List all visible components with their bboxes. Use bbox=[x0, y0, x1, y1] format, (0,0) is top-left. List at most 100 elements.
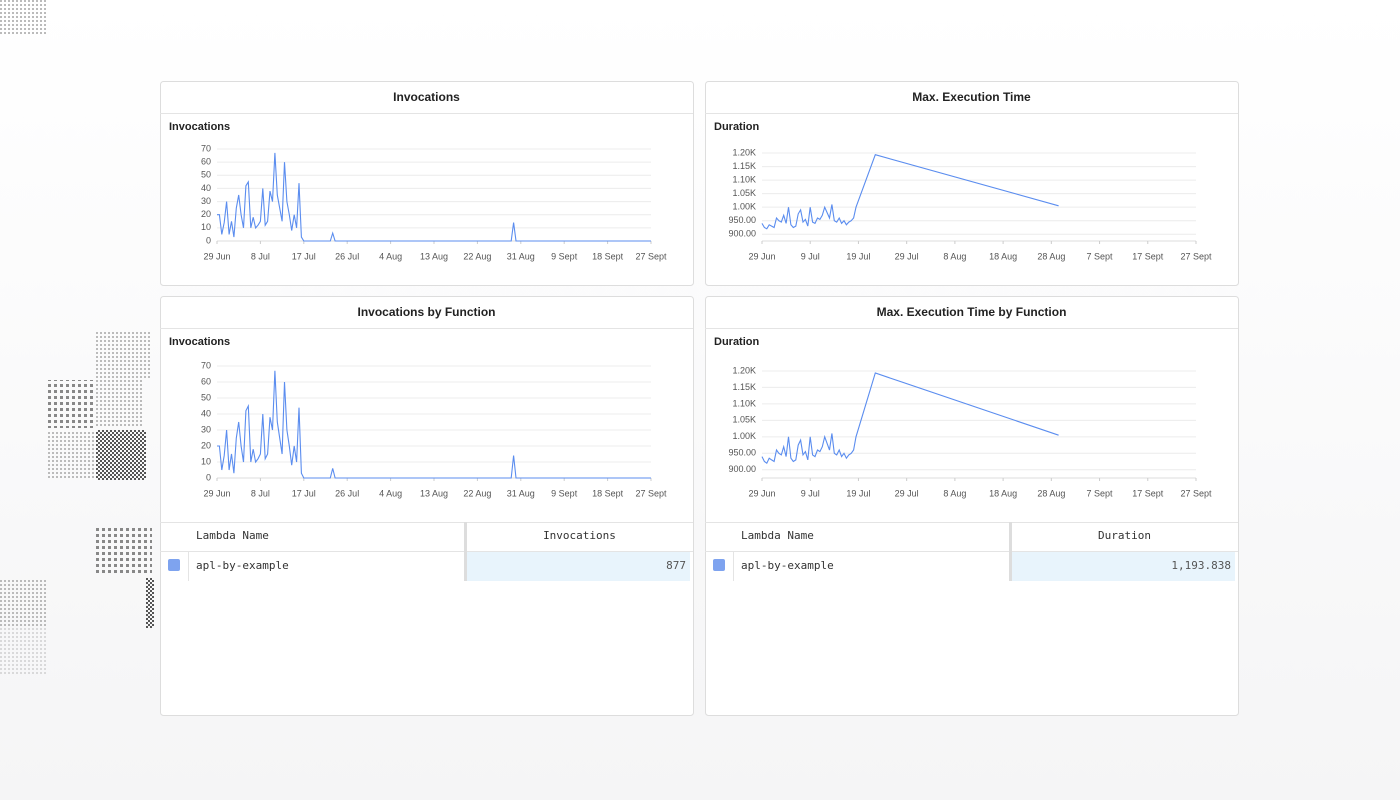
x-tick-label: 28 Aug bbox=[1037, 488, 1065, 498]
value-cell-bg bbox=[467, 552, 690, 581]
series-swatch bbox=[168, 559, 180, 571]
panel: Max. Execution Time by Function Duration 9… bbox=[705, 296, 1239, 716]
column-header: Lambda Name bbox=[196, 529, 269, 542]
series-swatch bbox=[713, 559, 725, 571]
x-tick-label: 4 Aug bbox=[379, 488, 402, 498]
x-tick-label: 8 Jul bbox=[251, 488, 270, 498]
y-tick-label: 50 bbox=[201, 392, 211, 402]
x-tick-label: 19 Jul bbox=[846, 488, 870, 498]
x-tick-label: 26 Jul bbox=[335, 488, 359, 498]
x-tick-label: 9 Sept bbox=[551, 488, 578, 498]
y-tick-label: 1.05K bbox=[732, 415, 756, 425]
x-tick-label: 27 Sept bbox=[635, 251, 667, 261]
x-tick-label: 4 Aug bbox=[379, 251, 402, 261]
y-tick-label: 1.15K bbox=[732, 161, 756, 171]
column-header: Invocations bbox=[543, 529, 616, 542]
x-tick-label: 17 Jul bbox=[292, 488, 316, 498]
x-tick-label: 8 Jul bbox=[251, 251, 270, 261]
x-tick-label: 27 Sept bbox=[1180, 251, 1212, 261]
x-tick-label: 7 Sept bbox=[1087, 251, 1114, 261]
column-resizer bbox=[1009, 522, 1012, 581]
column-header: Lambda Name bbox=[741, 529, 814, 542]
line-series bbox=[217, 152, 651, 242]
x-tick-label: 8 Aug bbox=[943, 488, 966, 498]
x-tick-label: 9 Jul bbox=[801, 488, 820, 498]
panel-title: Invocations by Function bbox=[357, 305, 495, 319]
x-tick-label: 29 Jun bbox=[748, 251, 775, 261]
y-axis-label: Invocations bbox=[169, 336, 230, 348]
y-axis-label: Duration bbox=[714, 121, 760, 133]
y-tick-label: 1.20K bbox=[732, 147, 756, 157]
y-tick-label: 40 bbox=[201, 183, 211, 193]
y-tick-label: 10 bbox=[201, 456, 211, 466]
x-tick-label: 22 Aug bbox=[463, 251, 491, 261]
x-tick-label: 9 Sept bbox=[551, 251, 578, 261]
x-tick-label: 29 Jun bbox=[748, 488, 775, 498]
y-tick-label: 950.00 bbox=[728, 448, 756, 458]
x-tick-label: 26 Jul bbox=[335, 251, 359, 261]
x-tick-label: 18 Aug bbox=[989, 251, 1017, 261]
panel-frame bbox=[160, 296, 694, 716]
x-tick-label: 13 Aug bbox=[420, 251, 448, 261]
y-tick-label: 0 bbox=[206, 235, 211, 245]
x-tick-label: 18 Sept bbox=[592, 488, 624, 498]
y-tick-label: 60 bbox=[201, 157, 211, 167]
x-tick-label: 27 Sept bbox=[1180, 488, 1212, 498]
y-tick-label: 0 bbox=[206, 472, 211, 482]
panel-frame bbox=[705, 296, 1239, 716]
y-tick-label: 1.15K bbox=[732, 382, 756, 392]
y-tick-label: 30 bbox=[201, 424, 211, 434]
table-cell: apl-by-example bbox=[741, 559, 834, 572]
y-axis-label: Duration bbox=[714, 336, 760, 348]
x-tick-label: 17 Sept bbox=[1132, 488, 1164, 498]
panel: Max. Execution Time Duration 900.00 950.00 1… bbox=[705, 81, 1239, 286]
panel: Invocations Invocations 0 10 20 30 40 50 60 70 29 … bbox=[160, 81, 694, 286]
y-tick-label: 950.00 bbox=[728, 215, 756, 225]
x-tick-label: 22 Aug bbox=[463, 488, 491, 498]
panel-title: Max. Execution Time bbox=[912, 90, 1031, 104]
panel-title: Max. Execution Time by Function bbox=[877, 305, 1067, 319]
x-tick-label: 28 Aug bbox=[1037, 251, 1065, 261]
x-tick-label: 31 Aug bbox=[507, 488, 535, 498]
column-header: Duration bbox=[1098, 529, 1151, 542]
y-tick-label: 1.05K bbox=[732, 188, 756, 198]
y-tick-label: 20 bbox=[201, 209, 211, 219]
x-tick-label: 27 Sept bbox=[635, 488, 667, 498]
y-tick-label: 70 bbox=[201, 360, 211, 370]
y-tick-label: 1.10K bbox=[732, 398, 756, 408]
x-tick-label: 8 Aug bbox=[943, 251, 966, 261]
y-tick-label: 900.00 bbox=[728, 229, 756, 239]
table-cell: apl-by-example bbox=[196, 559, 289, 572]
y-tick-label: 70 bbox=[201, 143, 211, 153]
decoration bbox=[0, 0, 154, 676]
y-tick-label: 50 bbox=[201, 170, 211, 180]
x-tick-label: 29 Jun bbox=[203, 488, 230, 498]
line-series bbox=[217, 370, 651, 479]
column-resizer bbox=[464, 522, 467, 581]
value-cell-bg bbox=[1012, 552, 1235, 581]
x-tick-label: 17 Jul bbox=[292, 251, 316, 261]
y-tick-label: 1.10K bbox=[732, 174, 756, 184]
y-tick-label: 1.00K bbox=[732, 431, 756, 441]
panel: Invocations by Function Invocations 0 10 20 3… bbox=[160, 296, 694, 716]
x-tick-label: 31 Aug bbox=[507, 251, 535, 261]
x-tick-label: 7 Sept bbox=[1087, 488, 1114, 498]
y-tick-label: 30 bbox=[201, 196, 211, 206]
x-tick-label: 13 Aug bbox=[420, 488, 448, 498]
x-tick-label: 9 Jul bbox=[801, 251, 820, 261]
table-cell: 1,193.838 bbox=[1171, 559, 1231, 572]
y-tick-label: 40 bbox=[201, 408, 211, 418]
x-tick-label: 18 Sept bbox=[592, 251, 624, 261]
y-tick-label: 900.00 bbox=[728, 464, 756, 474]
table-cell: 877 bbox=[666, 559, 686, 572]
x-tick-label: 29 Jul bbox=[895, 488, 919, 498]
x-tick-label: 29 Jul bbox=[895, 251, 919, 261]
y-tick-label: 1.20K bbox=[732, 365, 756, 375]
x-tick-label: 19 Jul bbox=[846, 251, 870, 261]
y-tick-label: 1.00K bbox=[732, 202, 756, 212]
panel-frame bbox=[160, 81, 694, 286]
y-tick-label: 10 bbox=[201, 222, 211, 232]
y-tick-label: 20 bbox=[201, 440, 211, 450]
line-series bbox=[761, 154, 1059, 230]
